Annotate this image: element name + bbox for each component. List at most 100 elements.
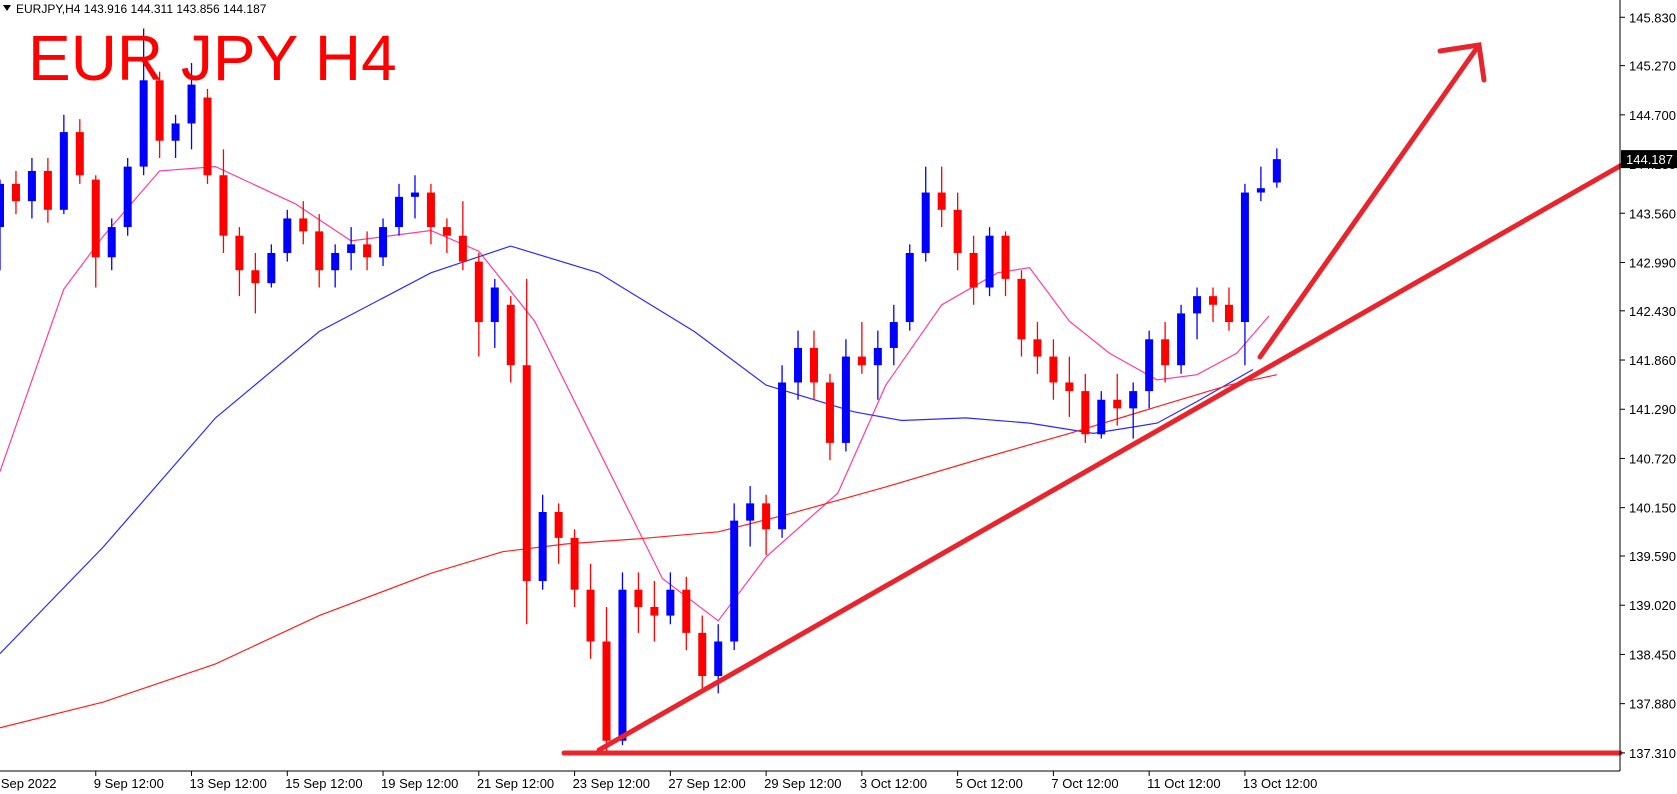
candle-body: [1049, 356, 1058, 383]
candle-body: [155, 80, 164, 141]
candle-body: [107, 227, 116, 258]
y-tick-label: 140.720: [1629, 451, 1676, 466]
candle-body: [937, 192, 946, 210]
candle-body: [139, 80, 148, 167]
candle-body: [219, 175, 228, 236]
candle-body: [1113, 399, 1122, 409]
price-tag: [1621, 150, 1677, 169]
candle-body: [905, 252, 914, 323]
candle-body: [11, 183, 20, 202]
y-tick-label: 140.150: [1629, 501, 1676, 516]
chart-title: EUR JPY H4: [28, 22, 397, 94]
candle-body: [538, 511, 547, 582]
y-tick-label: 139.020: [1629, 598, 1676, 613]
candle-body: [809, 347, 818, 383]
candle-body: [235, 235, 244, 271]
y-tick-label: 137.310: [1629, 746, 1676, 761]
candle-body: [442, 227, 451, 236]
candle-body: [825, 382, 834, 443]
candle-body: [1256, 188, 1265, 193]
candle-body: [1161, 339, 1170, 366]
candle-body: [251, 270, 260, 284]
candle-body: [762, 503, 771, 530]
candle-body: [682, 589, 691, 633]
candle-body: [873, 347, 882, 366]
candle-body: [746, 503, 755, 521]
candle-body: [426, 192, 435, 228]
x-tick-label: 15 Sep 12:00: [285, 776, 362, 791]
candle-body: [857, 356, 866, 366]
plot: [0, 28, 1281, 753]
candle-body: [618, 589, 627, 741]
candle-body: [570, 537, 579, 590]
candle-body: [363, 244, 372, 258]
candle-body: [187, 84, 196, 124]
candle-body: [1097, 399, 1106, 435]
candle-body: [283, 218, 292, 253]
price-tag-label: 144.187: [1626, 152, 1673, 167]
x-tick-label: 29 Sep 12:00: [764, 776, 841, 791]
x-tick-label: 13 Oct 12:00: [1243, 776, 1317, 791]
candle-body: [347, 244, 356, 253]
x-tick-label: 13 Sep 12:00: [190, 776, 267, 791]
y-tick-label: 137.880: [1629, 697, 1676, 712]
candle-body: [171, 123, 180, 141]
annotations: [561, 42, 1623, 756]
candle-body: [554, 511, 563, 538]
candle-body: [1129, 391, 1138, 409]
y-tick-label: 141.290: [1629, 402, 1676, 417]
candle-body: [1065, 382, 1074, 392]
candle-body: [586, 589, 595, 642]
candle-body: [1272, 159, 1281, 183]
candle-body: [267, 252, 276, 284]
candle-body: [410, 192, 419, 197]
y-tick-label: 143.560: [1629, 206, 1676, 221]
candle-body: [331, 252, 340, 271]
candle-body: [0, 183, 4, 228]
candle-body: [921, 192, 930, 253]
y-tick-label: 142.430: [1629, 304, 1676, 319]
candle-body: [75, 132, 84, 176]
candle-body: [123, 166, 132, 228]
candle-body: [203, 97, 212, 176]
x-tick-label: 5 Oct 12:00: [956, 776, 1023, 791]
candle-body: [1193, 296, 1202, 314]
candle-body: [1224, 304, 1233, 323]
candle-body: [1017, 278, 1026, 340]
x-tick-label: 11 Oct 12:00: [1147, 776, 1220, 791]
candle-body: [1209, 296, 1218, 305]
candle-body: [953, 209, 962, 253]
candle-body: [889, 322, 898, 348]
candle-body: [730, 520, 739, 642]
chart-header: EURJPY,H4 143.916 144.311 143.856 144.18…: [16, 2, 267, 16]
candle-body: [59, 132, 68, 210]
y-tick-label: 144.700: [1629, 108, 1676, 123]
candle-body: [1145, 339, 1154, 392]
candle-body: [1240, 192, 1249, 323]
candle-body: [474, 261, 483, 323]
x-tick-label: 7 Sep 2022: [0, 776, 57, 791]
x-tick-label: 19 Sep 12:00: [381, 776, 458, 791]
x-tick-label: 3 Oct 12:00: [860, 776, 927, 791]
y-tick-label: 142.990: [1629, 255, 1676, 270]
candle-body: [1177, 313, 1186, 366]
candle-body: [315, 231, 324, 271]
candle-body: [395, 196, 404, 228]
candle-body: [490, 287, 499, 323]
candle-body: [650, 606, 659, 616]
candle-body: [379, 227, 388, 258]
y-tick-label: 141.860: [1629, 353, 1676, 368]
candle-body: [1033, 339, 1042, 357]
x-tick-label: 27 Sep 12:00: [668, 776, 745, 791]
candle-body: [506, 304, 515, 366]
menu-triangle: [3, 5, 11, 11]
moving-average: [0, 245, 1254, 655]
candle-body: [458, 235, 467, 262]
y-tick-label: 145.830: [1629, 10, 1676, 25]
x-tick-label: 7 Oct 12:00: [1051, 776, 1118, 791]
y-tick-label: 138.450: [1629, 647, 1676, 662]
candle-body: [1001, 235, 1010, 279]
candle-body: [794, 347, 803, 383]
candle-body: [698, 632, 707, 677]
